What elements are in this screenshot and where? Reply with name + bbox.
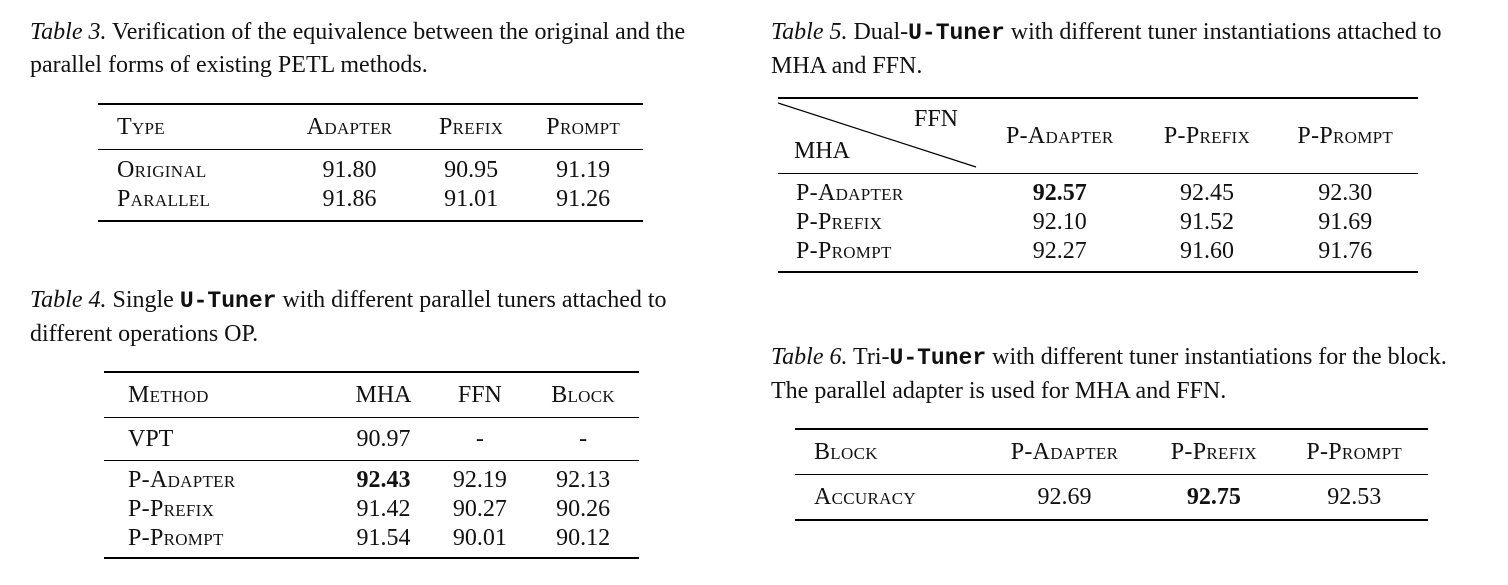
cell: 92.27 (1032, 238, 1087, 264)
table5: FFN MHA P-Adapter P-Prefix P-Prompt P-Ad… (778, 97, 1418, 273)
cell: 91.69 (1318, 209, 1373, 235)
table6: Block P-Adapter P-Prefix P-Prompt Accura… (795, 428, 1428, 521)
table3-caption-text: Verification of the equivalence between … (30, 19, 686, 78)
table5-caption: Table 5. Dual-U-Tuner with different tun… (771, 16, 1466, 83)
table4-caption-pre: Single (112, 287, 174, 313)
cell: 91.80 (322, 157, 377, 183)
table5-header-row: FFN MHA P-Adapter P-Prefix P-Prompt (778, 98, 1418, 174)
table4-caption-post: with different parallel tuners attached … (30, 287, 667, 347)
table-row: P-Adapter 92.43 92.19 92.13 (104, 461, 639, 496)
cell: 90.01 (452, 525, 507, 551)
corner-ffn-label: FFN (913, 106, 958, 132)
row-label: P-Adapter (128, 467, 236, 493)
table5-label: Table 5. (771, 19, 848, 45)
table5-caption-pre: Dual- (853, 19, 909, 45)
cell: 91.60 (1179, 238, 1234, 264)
row-label: Original (117, 157, 207, 183)
table3-header-row: Type Adapter Prefix Prompt (98, 104, 643, 150)
cell: 92.10 (1032, 209, 1087, 235)
table-row: P-Prefix 91.42 90.27 90.26 (104, 495, 639, 524)
cell: - (579, 425, 588, 452)
table3-header-adapter: Adapter (306, 113, 393, 140)
diagonal-line (778, 102, 977, 168)
cell: 91.42 (356, 496, 411, 522)
cell: 90.12 (556, 525, 611, 551)
table6-header-block: Block (814, 438, 878, 465)
table-row: P-Prompt 92.27 91.60 91.76 (778, 237, 1418, 272)
table3-header-type: Type (117, 113, 165, 140)
table6-header-p-prefix: P-Prefix (1170, 438, 1257, 465)
table-row: Original 91.80 90.95 91.19 (98, 150, 643, 186)
row-label: VPT (128, 425, 174, 452)
cell: 90.26 (556, 496, 611, 522)
cell: 92.30 (1318, 180, 1373, 206)
table5-header-p-prefix: P-Prefix (1163, 122, 1251, 149)
table6-caption-pre: Tri- (853, 344, 890, 370)
cell: 90.97 (356, 425, 411, 452)
row-label: P-Prefix (796, 209, 883, 235)
cell: 92.53 (1327, 483, 1382, 510)
table3: Type Adapter Prefix Prompt Original 91.8… (98, 103, 643, 222)
table-row: Parallel 91.86 91.01 91.26 (98, 185, 643, 221)
cell-best: 92.57 (1032, 180, 1087, 206)
table6-header-row: Block P-Adapter P-Prefix P-Prompt (795, 429, 1428, 475)
cell: 92.69 (1037, 483, 1092, 510)
row-label: P-Prompt (796, 238, 892, 264)
table5-header-p-prompt: P-Prompt (1297, 122, 1394, 149)
table6-caption-code: U-Tuner (889, 345, 987, 371)
cell: 92.45 (1179, 180, 1234, 206)
table5-diagonal-corner: FFN MHA (778, 98, 978, 174)
table6-caption: Table 6. Tri-U-Tuner with different tune… (771, 341, 1466, 408)
cell: 92.19 (452, 467, 507, 493)
table4-header-mha: MHA (355, 381, 412, 408)
cell: 91.26 (556, 186, 611, 212)
cell: 91.76 (1318, 238, 1373, 264)
table3-header-prefix: Prefix (439, 113, 504, 140)
row-label: Accuracy (814, 483, 916, 510)
table3-header-prompt: Prompt (546, 113, 621, 140)
table6-header-p-prompt: P-Prompt (1306, 438, 1403, 465)
table5-caption-code: U-Tuner (908, 20, 1005, 46)
table4-label: Table 4. (30, 287, 107, 313)
table-row: P-Adapter 92.57 92.45 92.30 (778, 174, 1418, 209)
cell: 90.27 (452, 496, 507, 522)
cell: 92.13 (556, 467, 611, 493)
corner-mha-label: MHA (794, 138, 851, 164)
cell: - (475, 425, 484, 452)
table6-label: Table 6. (771, 344, 848, 370)
cell-best: 92.43 (356, 467, 411, 493)
table-row: P-Prefix 92.10 91.52 91.69 (778, 208, 1418, 237)
table4-header-row: Method MHA FFN Block (104, 372, 639, 418)
table4-header-method: Method (128, 381, 209, 408)
table3-label: Table 3. (30, 19, 107, 45)
table5-header-p-adapter: P-Adapter (1005, 122, 1114, 149)
table4-caption-code: U-Tuner (179, 288, 277, 314)
cell: 91.52 (1179, 209, 1234, 235)
cell: 90.95 (444, 157, 499, 183)
table6-caption-post: with different tuner instantiations for … (771, 344, 1447, 404)
table4-caption: Table 4. Single U-Tuner with different p… (30, 284, 730, 351)
table3-caption: Table 3. Verification of the equivalence… (30, 16, 730, 82)
row-label: P-Prefix (128, 496, 215, 522)
cell: 91.54 (356, 525, 411, 551)
table6-header-p-adapter: P-Adapter (1010, 438, 1119, 465)
table4-header-block: Block (551, 381, 615, 408)
cell-best: 92.75 (1186, 483, 1241, 510)
row-label: Parallel (117, 186, 211, 212)
cell: 91.01 (444, 186, 499, 212)
cell: 91.86 (322, 186, 377, 212)
table-row: VPT 90.97 - - (104, 418, 639, 461)
cell: 91.19 (556, 157, 611, 183)
table5-caption-post: with different tuner instantiations atta… (771, 19, 1442, 79)
table-row: Accuracy 92.69 92.75 92.53 (795, 475, 1428, 520)
table4-header-ffn: FFN (457, 381, 502, 408)
row-label: P-Adapter (796, 180, 904, 206)
row-label: P-Prompt (128, 525, 224, 551)
table4: Method MHA FFN Block VPT 90.97 - - P-Ada… (104, 371, 639, 559)
table-row: P-Prompt 91.54 90.01 90.12 (104, 524, 639, 558)
